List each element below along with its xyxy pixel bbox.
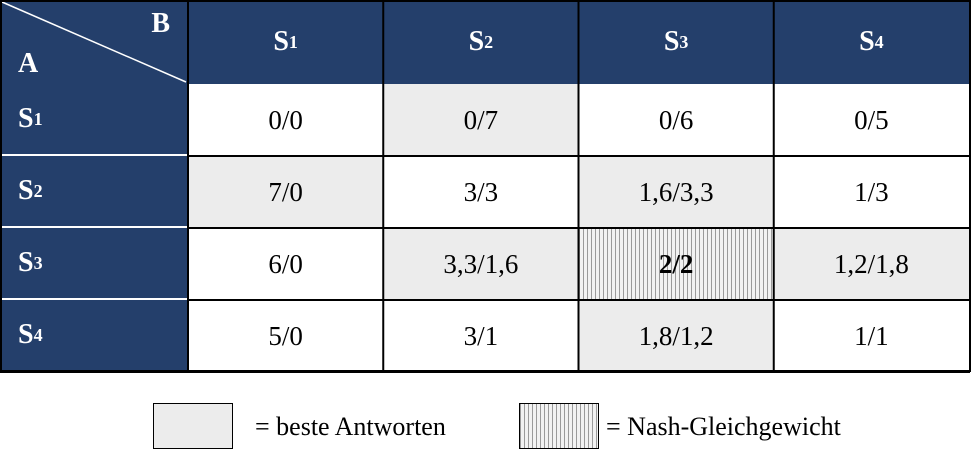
label-base: S	[18, 319, 34, 350]
legend-text: = beste Antworten	[255, 412, 446, 441]
payoff-text: 0/7	[463, 104, 499, 135]
legend-swatch	[153, 403, 233, 449]
corner-diagonal	[1, 1, 187, 83]
payoff-cell: 0/6	[578, 84, 774, 156]
payoff-cell: 6/0	[188, 228, 384, 300]
payoff-text: 1/3	[854, 176, 889, 207]
payoff-cell: 5/0	[188, 300, 384, 372]
label-base: S	[18, 175, 34, 206]
payoff-text: 0/6	[658, 104, 694, 135]
payoff-text: 3,3/1,6	[443, 248, 519, 279]
payoff-text: 5/0	[268, 320, 303, 351]
payoff-text: 6/0	[268, 248, 303, 279]
payoff-cell: 1,8/1,2	[578, 300, 774, 372]
payoff-text: 7/0	[268, 176, 303, 207]
label-subscript: 2	[33, 180, 43, 201]
payoff-cell: 3/3	[383, 156, 579, 228]
payoff-cell: 0/5	[773, 84, 969, 156]
payoff-cell: 1,6/3,3	[578, 156, 774, 228]
legend-text: = Nash-Gleichgewicht	[606, 412, 841, 441]
payoff-text: 1/1	[854, 320, 889, 351]
label-subscript: 2	[484, 31, 494, 52]
label-base: S	[18, 247, 34, 278]
payoff-text: 1,6/3,3	[638, 176, 714, 207]
payoff-text: 1,8/1,2	[638, 320, 714, 351]
label-subscript: 1	[33, 108, 43, 129]
label-base: S	[18, 103, 34, 134]
payoff-text: 3/3	[463, 176, 499, 207]
label-base: S	[468, 26, 485, 57]
label-base: S	[859, 26, 875, 57]
payoff-text: 2/2	[658, 248, 694, 279]
label-base: S	[663, 26, 680, 57]
label-subscript: 1	[288, 31, 298, 52]
legend-swatch	[519, 403, 599, 449]
payoff-cell: 0/0	[188, 84, 384, 156]
column-player-label: B	[151, 8, 170, 39]
corner-cell: B A	[0, 0, 188, 84]
label-base: S	[273, 26, 289, 57]
payoff-text: 3/1	[463, 320, 499, 351]
payoff-cell: 7/0	[188, 156, 384, 228]
payoff-cell: 0/7	[383, 84, 579, 156]
payoff-cell: 3,3/1,6	[383, 228, 579, 300]
payoff-cell: 2/2	[578, 228, 774, 300]
payoff-text: 0/0	[268, 104, 303, 135]
payoff-cell: 1/1	[773, 300, 969, 372]
label-subscript: 4	[874, 31, 884, 52]
label-subscript: 3	[679, 31, 689, 52]
label-subscript: 4	[33, 324, 43, 345]
row-player-label: A	[18, 48, 39, 79]
payoff-cell: 1,2/1,8	[773, 228, 969, 300]
label-subscript: 3	[33, 252, 43, 273]
payoff-cell: 3/1	[383, 300, 579, 372]
payoff-text: 1,2/1,8	[833, 248, 909, 279]
payoff-cell: 1/3	[773, 156, 969, 228]
payoff-text: 0/5	[854, 104, 889, 135]
